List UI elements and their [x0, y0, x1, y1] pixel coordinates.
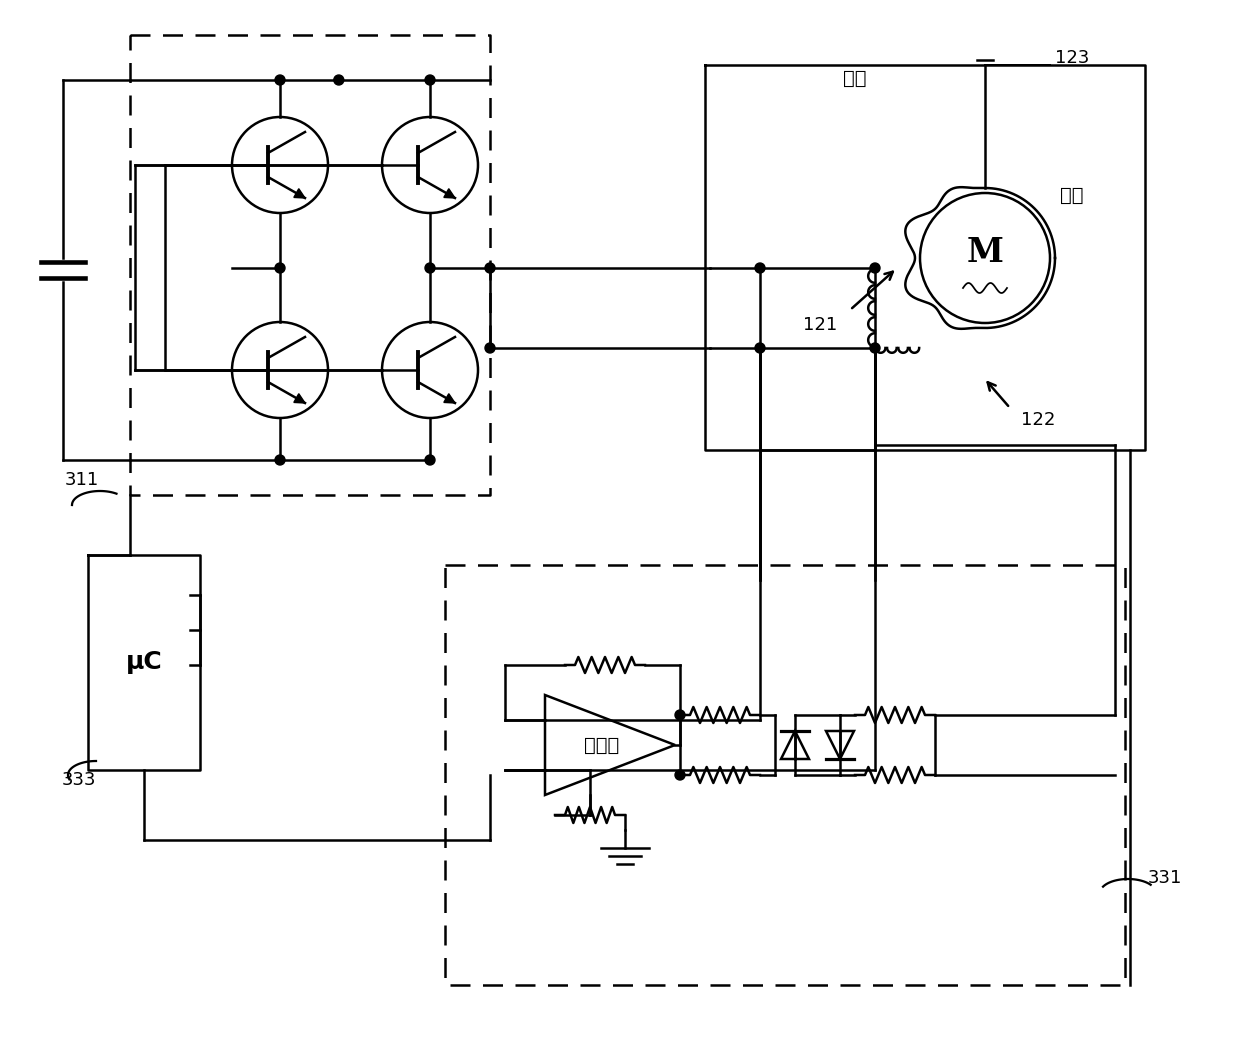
Text: 121: 121	[802, 316, 837, 334]
Text: 122: 122	[1021, 411, 1055, 429]
Text: 333: 333	[62, 772, 97, 789]
Circle shape	[275, 263, 285, 272]
Text: 转子: 转子	[1060, 186, 1084, 205]
Text: 定子: 定子	[843, 69, 867, 88]
Polygon shape	[444, 394, 455, 403]
Circle shape	[425, 455, 435, 465]
Polygon shape	[444, 189, 455, 198]
Text: 311: 311	[64, 471, 99, 489]
Circle shape	[755, 343, 765, 353]
Circle shape	[275, 75, 285, 85]
Text: μC: μC	[125, 650, 162, 674]
Circle shape	[675, 770, 684, 780]
Circle shape	[485, 343, 495, 353]
Circle shape	[334, 75, 343, 85]
Circle shape	[275, 455, 285, 465]
Polygon shape	[294, 189, 305, 198]
Circle shape	[870, 343, 880, 353]
Circle shape	[425, 263, 435, 272]
Circle shape	[485, 263, 495, 272]
Circle shape	[675, 710, 684, 720]
Polygon shape	[294, 394, 305, 403]
Text: 放大器: 放大器	[584, 736, 620, 755]
Circle shape	[870, 263, 880, 272]
Text: 331: 331	[1148, 869, 1183, 887]
Text: M: M	[966, 237, 1003, 269]
Text: 123: 123	[1055, 49, 1090, 67]
Circle shape	[425, 75, 435, 85]
Circle shape	[755, 263, 765, 272]
